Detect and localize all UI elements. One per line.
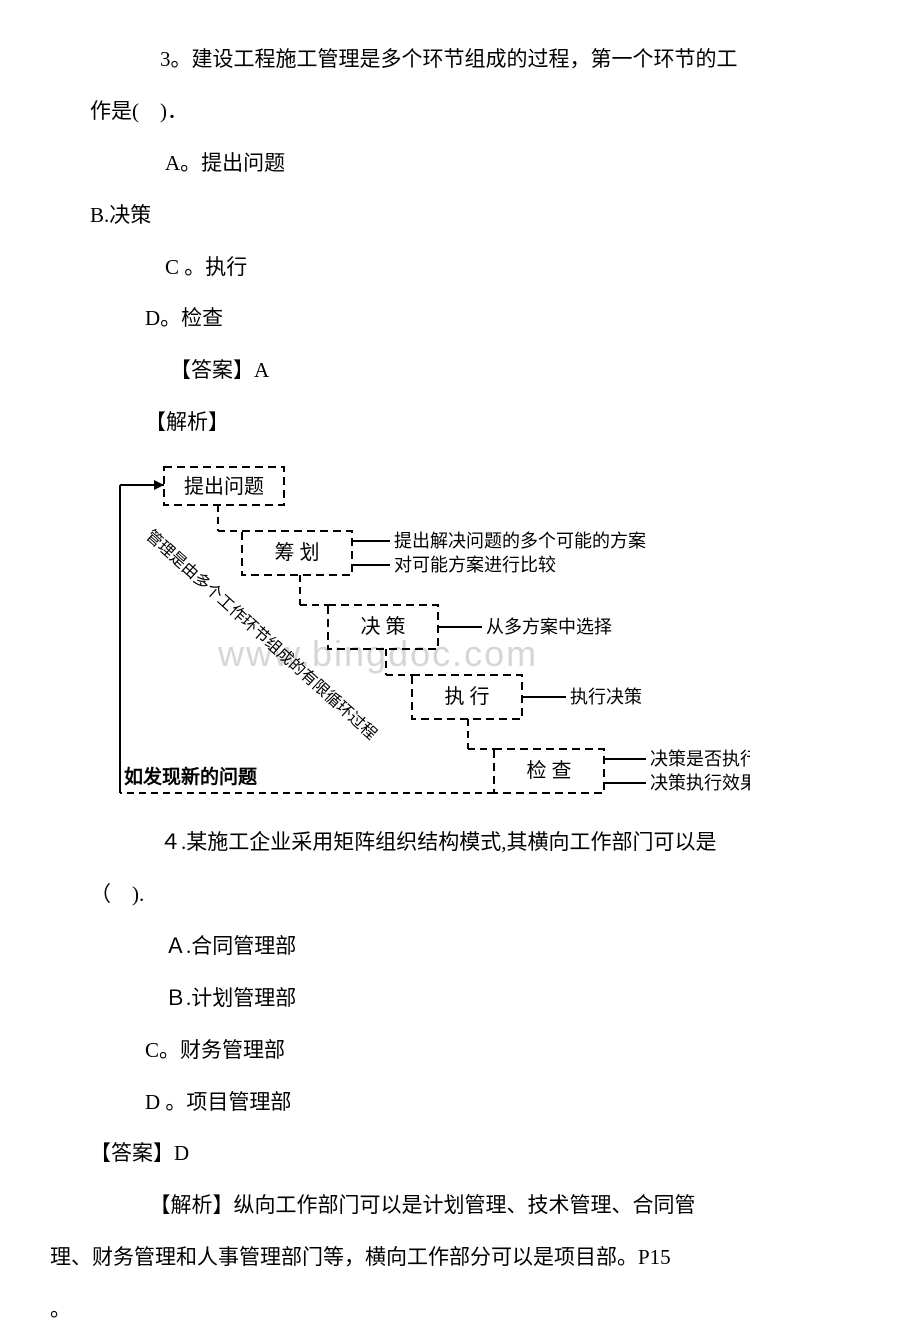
q3-answer: 【答案】A [50,351,870,391]
anno-4: 执行决策 [570,687,642,707]
q3-analysis-label: 【解析】 [50,403,870,443]
q3-option-d: D。检查 [50,299,870,339]
node-5: 检 查 [527,759,572,782]
q3-stem-line1: 3。建设工程施工管理是多个环节组成的过程，第一个环节的工 [50,40,870,80]
q4-analysis-line1: 【解析】纵向工作部门可以是计划管理、技术管理、合同管 [50,1186,870,1226]
node-1: 提出问题 [184,475,264,498]
node-4: 执 行 [445,685,490,708]
q4-option-c: C。财务管理部 [50,1031,870,1071]
q4-answer: 【答案】D [50,1134,870,1174]
q4-analysis-line3: 。 [50,1290,870,1330]
anno-2-1: 提出解决问题的多个可能的方案 [394,531,646,551]
flowchart-diagram: www.bingdoc.com 提出问题 筹 划 提出解决问题的多个可能的方案 … [90,455,750,805]
q4-stem-line2: （ ). [50,875,870,915]
q3-option-b: B.决策 [50,196,870,236]
q4-analysis-line2: 理、财务管理和人事管理部门等，横向工作部分可以是项目部。P15 [50,1238,870,1278]
diagonal-label: 管理是由多个工作环节组成的有限循环过程 [142,527,380,744]
anno-2-2: 对可能方案进行比较 [394,555,556,575]
node-3: 决 策 [361,615,406,638]
anno-5-2: 决策执行效果 [650,773,750,793]
q3-option-c: C 。执行 [50,248,870,288]
anno-3: 从多方案中选择 [486,617,612,637]
q4-option-d: D 。项目管理部 [50,1083,870,1123]
q3-stem-line2: 作是( )． [50,92,870,132]
q4-option-a: Ａ.合同管理部 [50,927,870,967]
anno-5-1: 决策是否执行 [650,749,750,769]
bottom-label: 如发现新的问题 [124,765,257,788]
q4-option-b: Ｂ.计划管理部 [50,979,870,1019]
node-2: 筹 划 [275,541,320,564]
q3-option-a: A。提出问题 [50,144,870,184]
q4-stem-line1: ４.某施工企业采用矩阵组织结构模式,其横向工作部门可以是 [50,823,870,863]
